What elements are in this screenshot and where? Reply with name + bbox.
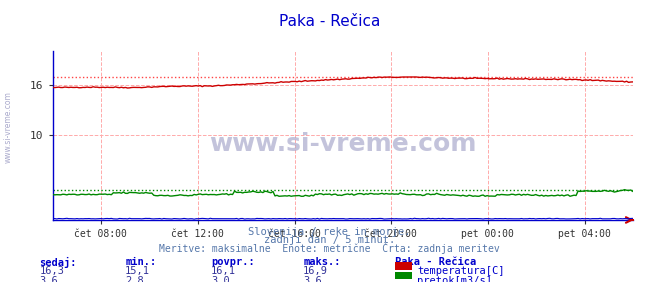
Text: Meritve: maksimalne  Enote: metrične  Črta: zadnja meritev: Meritve: maksimalne Enote: metrične Črta… <box>159 242 500 254</box>
Text: www.si-vreme.com: www.si-vreme.com <box>3 91 13 163</box>
Text: min.:: min.: <box>125 257 156 266</box>
Text: Paka - Rečica: Paka - Rečica <box>395 257 476 266</box>
Text: www.si-vreme.com: www.si-vreme.com <box>209 132 476 156</box>
Text: 15,1: 15,1 <box>125 266 150 276</box>
Text: 3,6: 3,6 <box>40 276 58 282</box>
Text: 3,6: 3,6 <box>303 276 322 282</box>
Text: 3,0: 3,0 <box>211 276 229 282</box>
Text: 16,3: 16,3 <box>40 266 65 276</box>
Text: zadnji dan / 5 minut.: zadnji dan / 5 minut. <box>264 235 395 244</box>
Text: 16,9: 16,9 <box>303 266 328 276</box>
Text: Paka - Rečica: Paka - Rečica <box>279 14 380 29</box>
Text: temperatura[C]: temperatura[C] <box>417 266 505 276</box>
Text: 16,1: 16,1 <box>211 266 236 276</box>
Text: maks.:: maks.: <box>303 257 341 266</box>
Text: 2,8: 2,8 <box>125 276 144 282</box>
Text: sedaj:: sedaj: <box>40 257 77 268</box>
Text: pretok[m3/s]: pretok[m3/s] <box>417 276 492 282</box>
Text: Slovenija / reke in morje.: Slovenija / reke in morje. <box>248 227 411 237</box>
Text: povpr.:: povpr.: <box>211 257 254 266</box>
